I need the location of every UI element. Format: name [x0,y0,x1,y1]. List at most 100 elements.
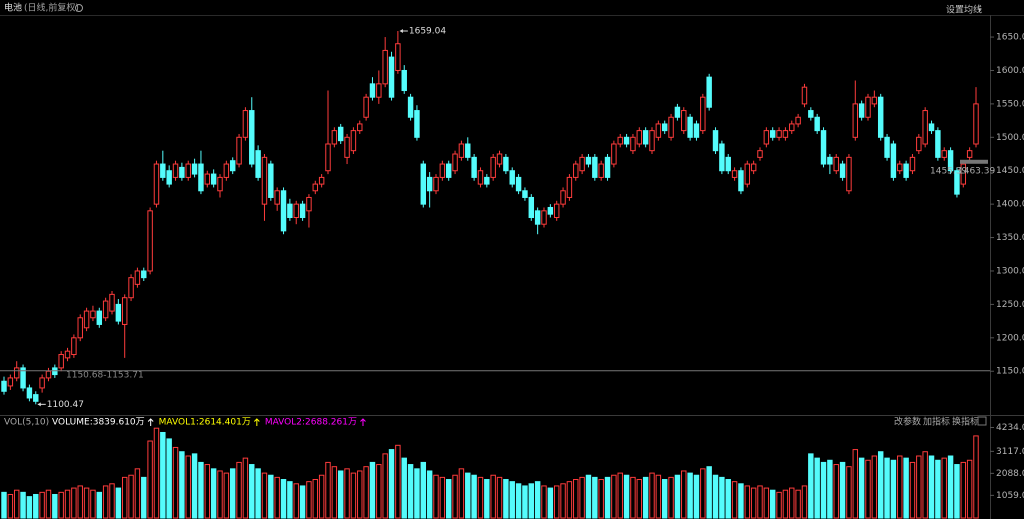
y-tick-label: 2088.00 [996,469,1024,479]
candle-body [357,123,363,132]
volume-bar [299,485,306,519]
candle-body [725,156,731,172]
candle-body [433,176,439,192]
candle-body [388,56,395,98]
candle-body [763,130,770,145]
volume-bar [814,457,820,519]
candle-body [160,163,166,178]
price-mark-label: 1455.39 [930,167,967,177]
candle-body [757,150,763,158]
volume-bar [795,489,801,519]
candle-body [909,156,916,172]
candle-body [782,130,789,138]
settings-icon[interactable] [75,4,83,12]
volume-bar [376,464,382,519]
symbol: 电池 [4,2,22,14]
candle-body [255,150,261,178]
panel-close[interactable] [977,416,987,426]
candle-body [973,103,979,145]
volume-bar [560,483,566,519]
candle-body [700,96,706,132]
volume-bar [801,485,808,519]
volume-bar [757,485,763,519]
volume-bar [280,479,287,519]
candle-body [941,150,947,158]
volume-bar [382,453,388,519]
candle-body [674,106,681,118]
volume-bar [477,476,484,519]
panel-button[interactable]: 加指标 [923,416,950,428]
ma-settings-button[interactable]: 设置均线 [946,4,982,16]
candle-body [141,270,147,279]
indicator-label: MAVOL2:2688.261万 [265,418,357,428]
annotation-label: 1659.04 [409,27,446,37]
volume-bar [45,489,52,519]
dropdown-arrow[interactable] [978,9,981,11]
candle-body [636,130,643,145]
volume-bar [414,468,420,519]
candle-body [471,156,477,178]
gear[interactable] [75,4,83,12]
volume-bar [210,468,217,519]
volume-bar [420,461,427,519]
candle-body [369,83,376,98]
volume-bar [661,479,668,519]
candle-body [134,270,141,285]
annotation-label: 1100.47 [47,400,84,410]
volume-bar [922,451,928,519]
candle-body [642,130,649,145]
volume-bar [547,487,554,519]
volume-bar [553,485,560,519]
volume-bar [160,431,166,519]
candle-body [20,367,26,389]
candle-body [64,350,71,359]
candle-body [846,156,852,192]
candle-body [350,130,357,152]
candle-body [509,170,515,185]
indicator-arrow [360,418,366,426]
volume-bar [681,470,687,519]
volume-bar [700,468,706,519]
indicator-label: VOLUME:3839.610万 [52,418,145,428]
volume-bar [509,481,515,519]
candle-body [528,196,535,219]
candle-body [744,163,751,185]
volume-bar [147,440,153,519]
candle-body [795,116,801,125]
candle-body [217,176,223,192]
y-tick-label: 1450.00 [996,166,1024,176]
candle-body [77,317,83,339]
candle-body [39,377,45,389]
candle-body [706,76,712,108]
candle-body [553,203,560,219]
volume-bar [452,474,458,519]
panel-button[interactable]: 换指标 [952,416,979,428]
candle-body [395,43,401,71]
volume-bar [255,468,261,519]
candle-body [922,110,928,145]
candle-body [58,354,64,369]
candle-body [312,183,319,192]
candle-body [166,170,172,185]
volume-bar [350,472,357,519]
candle-body [897,163,903,172]
volume-bar [706,466,712,519]
period: (日线,前复权) [24,2,79,14]
volume-bar [52,493,58,519]
candle-body [445,163,452,178]
candle-body [71,337,77,356]
volume-bar [64,489,71,519]
candle-body [465,143,471,158]
volume-bar [369,461,376,519]
volume-bar [33,493,39,519]
candle-body [363,96,369,118]
candle-body [801,86,808,105]
volume-bar [223,472,230,519]
volume-bar [395,444,401,519]
panel-button[interactable]: 改参数 [894,416,921,428]
volume-bar [58,491,64,519]
candle-body [916,136,922,152]
volume-bar [204,464,211,519]
volume-bar [134,468,141,519]
